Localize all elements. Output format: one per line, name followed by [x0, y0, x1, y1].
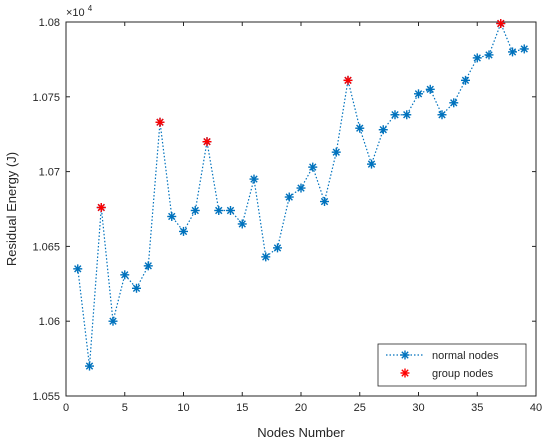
normal-node-marker: [214, 205, 224, 215]
normal-node-marker: [331, 147, 341, 157]
normal-node-marker: [237, 219, 247, 229]
y-multiplier-base: ×10: [66, 7, 85, 19]
normal-node-marker: [472, 53, 482, 63]
normal-node-marker: [132, 283, 141, 293]
normal-node-marker: [437, 110, 447, 120]
legend-star-normal: [400, 350, 410, 360]
y-tick-label: 1.06: [39, 316, 60, 328]
x-tick-label: 10: [177, 402, 189, 414]
normal-node-marker: [85, 361, 94, 371]
legend-marker-normal: [400, 350, 410, 360]
y-tick-label: 1.055: [32, 391, 60, 403]
normal-node-marker: [284, 192, 294, 202]
normal-node-marker: [120, 270, 130, 280]
y-tick-label: 1.08: [39, 17, 60, 29]
x-tick-label: 30: [412, 402, 424, 414]
normal-node-marker: [143, 261, 153, 271]
group-node-marker: [96, 203, 106, 213]
y-multiplier: ×10 4: [66, 4, 93, 19]
normal-node-marker: [249, 174, 259, 184]
normal-node-marker: [378, 125, 388, 135]
normal-node-marker: [449, 98, 459, 108]
normal-node-marker: [179, 226, 188, 236]
legend-label-normal: normal nodes: [432, 350, 499, 362]
x-tick-label: 25: [354, 402, 366, 414]
normal-node-marker: [190, 205, 200, 215]
y-axis-label: Residual Energy (J): [4, 152, 19, 266]
legend-marker-group: [400, 368, 410, 378]
normal-node-marker: [296, 183, 306, 193]
legend: normal nodes group nodes: [377, 343, 527, 387]
x-tick-label: 15: [236, 402, 248, 414]
y-multiplier-exponent: 4: [88, 4, 93, 13]
normal-node-marker: [519, 44, 529, 54]
group-node-marker: [202, 137, 212, 147]
x-tick-label: 5: [122, 402, 128, 414]
normal-node-marker: [167, 211, 177, 221]
normal-node-marker: [367, 159, 376, 169]
y-tick-label: 1.075: [32, 92, 60, 104]
legend-star-group: [400, 368, 410, 378]
plot-area: [65, 21, 537, 397]
normal-node-marker: [425, 84, 435, 94]
normal-node-marker: [414, 89, 423, 99]
normal-node-marker: [308, 162, 318, 172]
legend-box: [377, 343, 527, 387]
x-axis-label: Nodes Number: [257, 425, 345, 440]
legend-label-group: group nodes: [432, 368, 494, 380]
normal-node-marker: [261, 252, 271, 262]
normal-node-marker: [484, 50, 494, 60]
normal-node-marker: [355, 123, 365, 133]
normal-node-marker: [108, 316, 118, 326]
normal-node-marker: [273, 243, 282, 253]
x-tick-label: 35: [471, 402, 483, 414]
normal-node-marker: [390, 110, 400, 120]
normal-node-marker: [461, 75, 470, 85]
x-tick-label: 40: [530, 402, 542, 414]
normal-node-marker: [402, 110, 412, 120]
group-node-marker: [155, 117, 165, 127]
series-layer: [73, 18, 529, 371]
y-tick-label: 1.065: [32, 241, 60, 253]
normal-node-marker: [320, 197, 329, 207]
normal-node-marker: [508, 47, 517, 57]
normal-node-marker: [73, 264, 83, 274]
group-node-marker: [496, 18, 506, 28]
y-tick-label: 1.07: [39, 167, 60, 179]
normal-node-marker: [226, 205, 235, 215]
x-tick-label: 20: [295, 402, 307, 414]
x-ticks: 0 5 10 15 20 25 30 35 40: [63, 22, 542, 414]
group-node-marker: [343, 75, 353, 85]
y-ticks: 1.055 1.06 1.065 1.07 1.075 1.08: [32, 17, 536, 403]
x-tick-label: 0: [63, 402, 69, 414]
